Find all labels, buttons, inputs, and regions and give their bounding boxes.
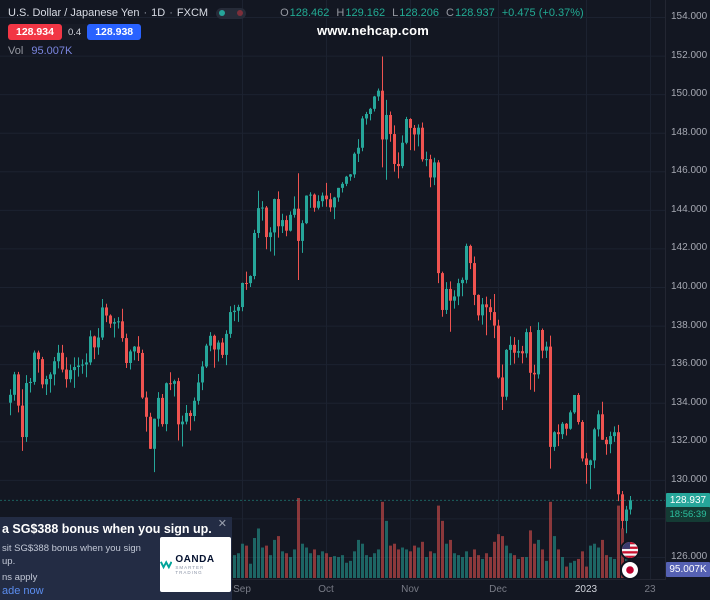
exchange-label: FXCM <box>176 7 209 19</box>
price-axis-label: 140.000 <box>671 281 708 292</box>
price-axis-label: 126.000 <box>671 551 708 562</box>
change-value: +0.475 (+0.37%) <box>501 7 584 19</box>
oanda-brand-name: OANDA <box>175 554 215 565</box>
low-value: 128.206 <box>399 7 439 19</box>
open-label: O <box>280 7 289 19</box>
pair-flags <box>620 540 640 580</box>
price-axis-label: 134.000 <box>671 396 708 408</box>
high-value: 129.162 <box>345 7 386 19</box>
last-price-label: 128.937 <box>666 493 710 508</box>
time-axis-label: 2023 <box>574 584 598 595</box>
ohlc-readout: O128.462 H129.162 L128.206 C128.937 +0.4… <box>280 7 584 19</box>
spread-value: 0.4 <box>61 24 88 40</box>
candles-layer <box>9 56 632 534</box>
chart-legend: U.S. Dollar / Japanese Yen · 1D · FXCM O… <box>8 7 584 57</box>
ad-banner[interactable]: a SG$388 bonus when you sign up. ✕ sit S… <box>0 517 232 600</box>
interval-label[interactable]: 1D <box>151 7 166 19</box>
volume-axis-label: 95.007K <box>666 562 710 577</box>
market-status-toggle-icon[interactable] <box>216 7 247 19</box>
volume-legend-label: Vol <box>8 45 24 57</box>
time-axis-label: 23 <box>644 584 656 595</box>
price-axis-label: 136.000 <box>671 358 708 370</box>
time-axis-label: Oct <box>318 584 334 595</box>
grid-layer <box>0 0 666 580</box>
price-axis-label: 142.000 <box>671 242 708 254</box>
separator-dot: · <box>143 7 148 19</box>
oanda-logo-icon <box>160 560 173 570</box>
price-axis-label: 130.000 <box>671 473 708 485</box>
ad-cta-link[interactable]: ade now <box>2 585 44 597</box>
oanda-tagline: SMARTER TRADING <box>175 565 205 575</box>
price-axis-label: 144.000 <box>671 203 708 215</box>
status-dot-red-icon <box>237 10 244 16</box>
ad-terms-text: ns apply <box>2 572 38 583</box>
close-icon[interactable]: ✕ <box>217 518 227 530</box>
bar-countdown-label: 18:56:39 <box>666 507 710 522</box>
us-flag-icon <box>620 540 640 560</box>
quote-row: 128.934 0.4 128.938 <box>8 24 584 40</box>
time-axis-label: Sep <box>233 584 251 595</box>
price-axis-label: 152.000 <box>671 49 708 61</box>
price-axis-label: 132.000 <box>671 435 708 447</box>
oanda-card[interactable]: OANDA SMARTER TRADING <box>160 537 231 592</box>
open-value: 128.462 <box>289 7 330 19</box>
status-dot-green-icon <box>219 10 226 16</box>
symbol-title[interactable]: U.S. Dollar / Japanese Yen <box>8 7 140 19</box>
close-label: C <box>446 7 454 19</box>
high-label: H <box>336 7 345 19</box>
price-axis-label: 146.000 <box>671 165 708 177</box>
low-label: L <box>392 7 399 19</box>
buy-button[interactable]: 128.938 <box>87 24 142 40</box>
ad-headline: a SG$388 bonus when you sign up. <box>2 522 212 536</box>
sell-button[interactable]: 128.934 <box>8 24 62 40</box>
symbol-row: U.S. Dollar / Japanese Yen · 1D · FXCM O… <box>8 7 584 19</box>
price-axis-label: 138.000 <box>671 319 708 331</box>
volume-row: Vol 95.007K <box>8 45 584 57</box>
price-axis-label: 150.000 <box>671 88 708 100</box>
ad-body-text: sit SG$388 bonus when you sign up. <box>2 543 141 567</box>
japan-flag-icon <box>620 560 640 580</box>
price-axis-label: 148.000 <box>671 126 708 138</box>
volume-legend-value: 95.007K <box>31 45 73 57</box>
close-value: 128.937 <box>454 7 495 19</box>
price-axis-label: 154.000 <box>671 11 708 22</box>
price-axis[interactable]: 128.937 18:56:39 95.007K 154.000 152.000 1… <box>665 0 710 580</box>
time-axis-label: Nov <box>401 584 419 595</box>
separator-dot: · <box>169 7 173 19</box>
time-axis-label: Dec <box>489 584 507 595</box>
